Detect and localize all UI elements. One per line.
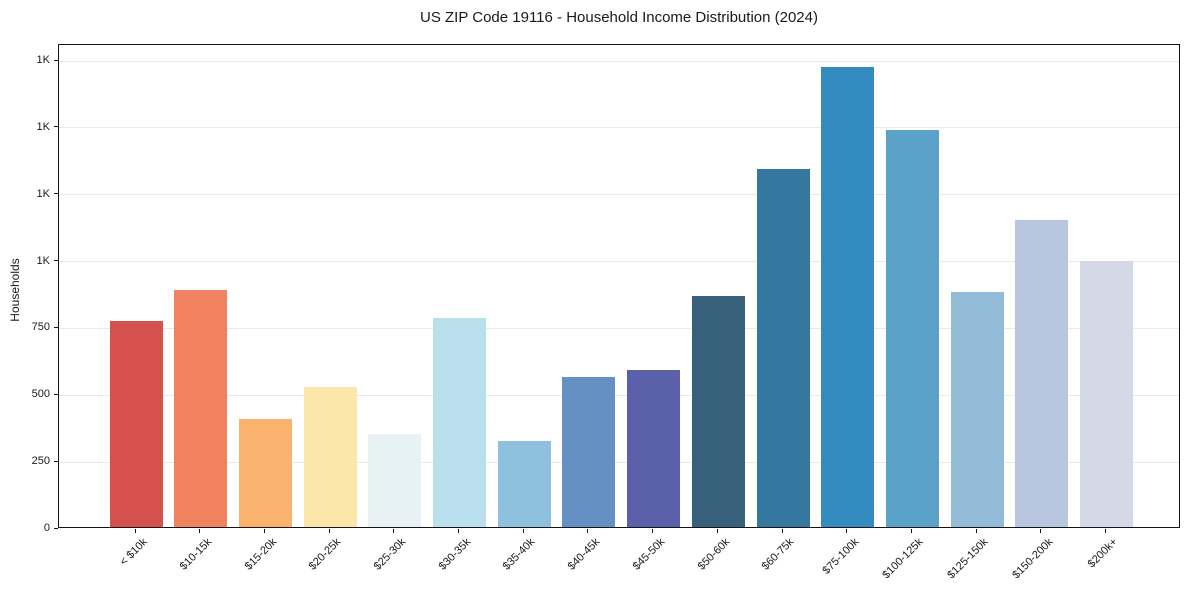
gridline — [59, 261, 1179, 263]
gridline — [59, 194, 1179, 196]
bar-60-75k — [756, 168, 810, 527]
bar-75-100k — [821, 67, 875, 527]
x-tick-mark — [716, 529, 718, 533]
y-tick-label: 1K — [36, 254, 50, 267]
x-tick-mark — [910, 529, 912, 533]
y-tick-mark — [54, 260, 58, 262]
y-tick-mark — [54, 193, 58, 195]
x-tick-label: $100-125k — [880, 536, 926, 582]
y-tick-label: 500 — [31, 388, 50, 401]
bar-30-35k — [433, 317, 486, 527]
x-tick-label: $25-30k — [371, 536, 409, 573]
bar-125-150k — [950, 292, 1004, 527]
y-tick-label: 750 — [31, 321, 50, 334]
bar-150-200k — [1015, 219, 1069, 527]
y-tick-mark — [54, 59, 58, 61]
x-tick-mark — [846, 529, 848, 533]
x-tick-label: $150-200k — [1010, 536, 1056, 582]
x-tick-label: $50-60k — [695, 536, 732, 573]
bar-10k — [109, 321, 163, 527]
x-tick-mark — [1040, 529, 1042, 533]
y-tick-mark — [54, 527, 58, 529]
y-tick-mark — [54, 126, 58, 128]
y-tick-mark — [54, 393, 58, 395]
x-tick-label: $60-75k — [759, 536, 797, 573]
gridline — [59, 394, 1179, 396]
bar-50-60k — [691, 295, 745, 527]
y-tick-label: 250 — [31, 455, 50, 468]
chart-title: US ZIP Code 19116 - Household Income Dis… — [420, 9, 818, 26]
x-tick-label: $125-150k — [945, 536, 991, 582]
gridline — [59, 127, 1179, 129]
x-tick-label: $40-45k — [565, 536, 603, 573]
gridline — [59, 461, 1179, 463]
gridline — [59, 60, 1179, 62]
x-tick-mark — [199, 529, 201, 533]
x-tick-label: $10-15k — [177, 536, 215, 573]
y-tick-mark — [54, 326, 58, 328]
bar-40-45k — [562, 377, 616, 527]
x-tick-mark — [458, 529, 459, 533]
bar-25-30k — [368, 433, 422, 527]
x-tick-label: $20-25k — [306, 536, 344, 573]
x-tick-label: < $10k — [117, 536, 150, 569]
bar-10-15k — [174, 290, 228, 527]
x-tick-mark — [134, 529, 136, 533]
x-tick-mark — [1105, 529, 1106, 533]
x-tick-mark — [263, 529, 265, 533]
bar-35-40k — [497, 441, 551, 527]
bar-45-50k — [627, 369, 681, 527]
x-tick-mark — [587, 529, 589, 533]
x-tick-label: $200k+ — [1085, 536, 1120, 571]
x-tick-label: $15-20k — [242, 536, 279, 573]
x-tick-mark — [522, 529, 524, 533]
bar-100-125k — [885, 129, 939, 527]
x-tick-label: $75-100k — [820, 536, 862, 577]
x-tick-label: $45-50k — [630, 536, 668, 573]
gridline — [59, 327, 1179, 329]
bar-15-20k — [238, 418, 292, 527]
x-tick-label: $35-40k — [501, 536, 538, 573]
y-tick-label: 1K — [36, 120, 50, 133]
x-tick-mark — [975, 529, 977, 533]
bar-200k+ — [1080, 260, 1133, 527]
plot-area — [58, 44, 1180, 528]
x-tick-label: $30-35k — [436, 536, 473, 573]
bar-20-25k — [303, 386, 357, 527]
y-tick-label: 0 — [43, 522, 50, 534]
y-axis-label: Households — [8, 258, 22, 322]
x-tick-mark — [652, 529, 654, 533]
x-tick-mark — [328, 529, 330, 533]
y-tick-label: 1K — [36, 187, 50, 200]
x-tick-mark — [781, 529, 783, 533]
y-tick-mark — [54, 460, 58, 462]
x-tick-mark — [393, 529, 395, 533]
y-tick-label: 1K — [36, 54, 50, 66]
